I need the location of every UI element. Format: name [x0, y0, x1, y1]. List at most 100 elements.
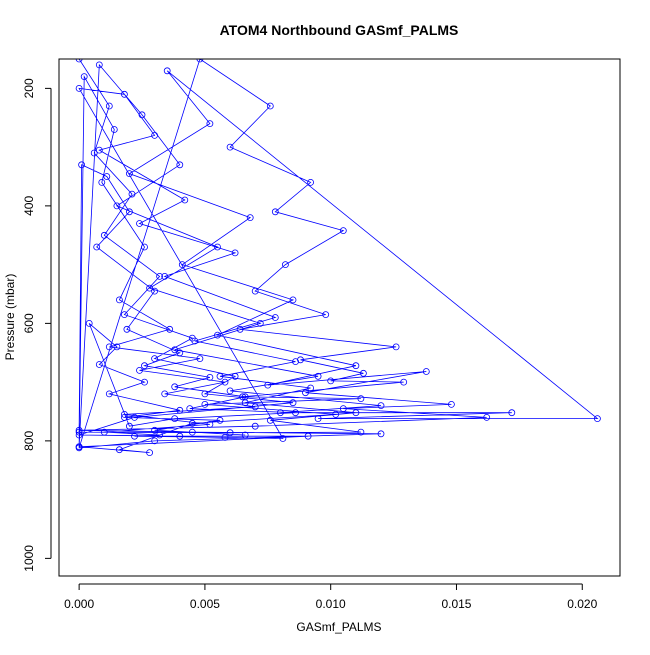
data-point: [75, 443, 83, 451]
data-point: [105, 102, 113, 110]
data-point: [206, 120, 214, 127]
data-point: [264, 381, 272, 389]
data-point: [123, 325, 131, 333]
data-point: [75, 431, 83, 439]
data-point: [151, 287, 159, 295]
y-tick-label: 400: [22, 196, 36, 216]
data-point: [231, 249, 239, 257]
data-point: [279, 435, 287, 442]
data-point: [292, 358, 299, 366]
x-tick-label: 0.020: [567, 597, 597, 611]
data-point: [75, 59, 83, 63]
data-point: [226, 143, 234, 151]
data-point: [422, 368, 430, 375]
data-point: [141, 362, 148, 370]
data-point: [181, 196, 189, 204]
y-tick-label: 200: [22, 78, 36, 98]
data-point: [75, 428, 83, 436]
data-point: [146, 284, 154, 292]
data-point: [400, 378, 408, 386]
data-point: [176, 161, 184, 169]
data-point: [98, 178, 106, 186]
data-point: [161, 272, 169, 280]
data-point: [131, 413, 138, 421]
data-point: [100, 231, 108, 239]
data-point: [216, 372, 224, 380]
data-point: [226, 429, 234, 437]
data-point: [116, 446, 123, 454]
data-point: [163, 67, 171, 75]
x-tick-label: 0.010: [316, 597, 346, 611]
data-point: [251, 287, 259, 295]
data-point: [188, 419, 196, 427]
data-point: [178, 261, 186, 269]
data-point: [151, 355, 159, 363]
y-tick-label: 600: [22, 313, 36, 333]
data-point: [125, 422, 133, 430]
data-point: [90, 149, 98, 157]
data-point: [131, 432, 138, 440]
data-point: [121, 410, 128, 418]
data-point: [206, 373, 214, 381]
data-point: [121, 90, 128, 98]
data-point: [231, 372, 239, 380]
data-point: [594, 415, 601, 423]
data-point: [201, 400, 209, 408]
data-point: [78, 161, 85, 169]
data-point: [105, 343, 113, 351]
data-point: [359, 369, 367, 377]
chart-title: ATOM4 Northbound GASmf_PALMS: [220, 22, 459, 38]
data-point: [95, 361, 103, 368]
plot-frame: [58, 58, 621, 577]
data-point: [93, 243, 101, 251]
data-point: [314, 372, 322, 380]
data-point: [377, 430, 385, 438]
data-point: [241, 431, 249, 439]
data-point: [236, 325, 244, 333]
data-point: [105, 390, 113, 398]
data-point: [161, 390, 169, 398]
data-point: [156, 431, 164, 439]
data-point: [339, 405, 347, 413]
data-point: [75, 85, 83, 92]
data-point: [216, 416, 224, 424]
y-axis: 200 400 600 800 1000: [22, 78, 52, 572]
data-point: [292, 409, 299, 417]
data-point: [171, 383, 179, 391]
data-point: [271, 314, 279, 321]
data-point: [136, 220, 143, 227]
data-point: [206, 420, 214, 428]
data-point: [483, 413, 491, 421]
data-point: [125, 208, 133, 216]
data-point: [151, 131, 159, 139]
data-point: [186, 405, 194, 413]
y-tick-label: 800: [22, 431, 36, 451]
data-point: [314, 415, 322, 423]
data-point: [176, 432, 184, 440]
data-point: [304, 432, 312, 440]
data-point: [196, 355, 204, 363]
data-point: [307, 178, 315, 186]
data-point: [141, 378, 148, 386]
series-line: [78, 59, 599, 453]
data-point: [121, 311, 128, 319]
data-point: [121, 413, 128, 421]
data-point: [214, 331, 221, 339]
data-point: [138, 111, 146, 119]
data-point: [141, 243, 148, 251]
data-point: [75, 426, 83, 434]
data-point: [226, 387, 234, 395]
y-tick-label: 1000: [22, 545, 36, 572]
data-point: [392, 343, 400, 351]
data-point: [171, 415, 179, 423]
data-point: [191, 337, 199, 345]
data-point: [221, 378, 229, 386]
x-axis: 0.000 0.005 0.010 0.015 0.020: [64, 583, 598, 611]
data-point: [508, 409, 516, 417]
y-axis-label: Pressure (mbar): [3, 274, 17, 361]
data-point: [128, 190, 136, 198]
data-point: [289, 296, 297, 304]
data-point: [352, 362, 360, 370]
